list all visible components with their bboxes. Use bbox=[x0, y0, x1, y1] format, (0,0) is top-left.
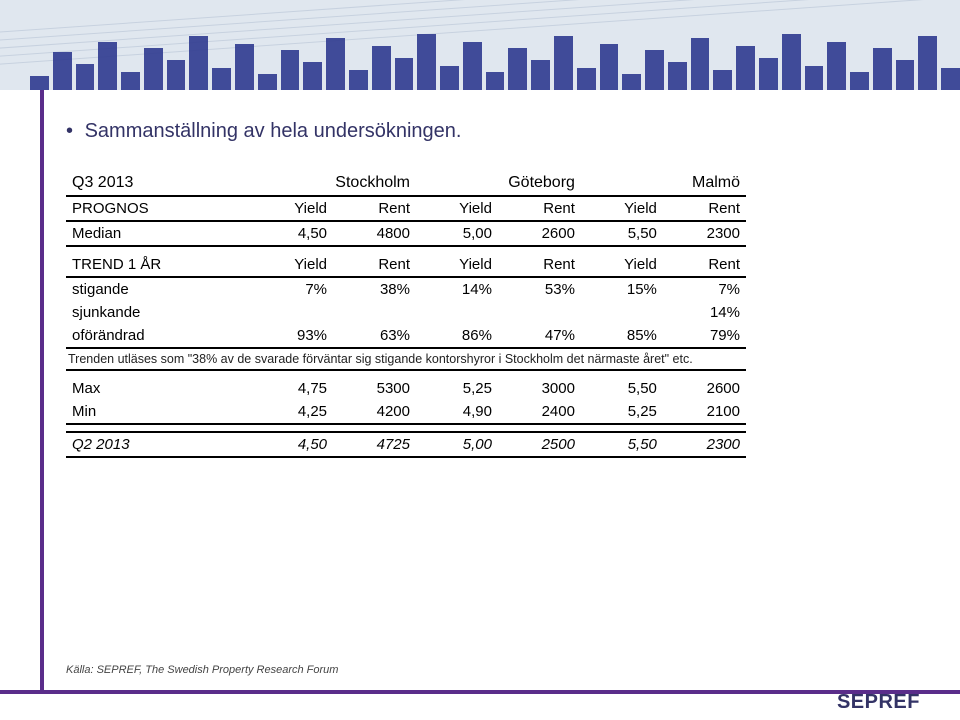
cell: 7% bbox=[251, 277, 333, 301]
yield-header: Yield bbox=[581, 196, 663, 221]
cell: 63% bbox=[333, 324, 416, 348]
brand-logo: SEPREF bbox=[837, 691, 920, 714]
city-header-1: Göteborg bbox=[416, 171, 581, 196]
row-label: sjunkande bbox=[66, 301, 251, 324]
cell: 2100 bbox=[663, 400, 746, 424]
row-label: Median bbox=[66, 221, 251, 246]
cell: 14% bbox=[663, 301, 746, 324]
page-title: • Sammanställning av hela undersökningen… bbox=[66, 120, 900, 143]
prev-period-label: Q2 2013 bbox=[66, 432, 251, 457]
cell: 2300 bbox=[663, 432, 746, 457]
row-label: oförändrad bbox=[66, 324, 251, 348]
cell: 53% bbox=[498, 277, 581, 301]
cell: 5,25 bbox=[416, 377, 498, 400]
slide-content: • Sammanställning av hela undersökningen… bbox=[66, 120, 900, 660]
cell: 2600 bbox=[663, 377, 746, 400]
cell: 3000 bbox=[498, 377, 581, 400]
left-rail bbox=[0, 90, 44, 690]
cell bbox=[416, 301, 498, 324]
cell: 86% bbox=[416, 324, 498, 348]
row-label: Min bbox=[66, 400, 251, 424]
cell: 2300 bbox=[663, 221, 746, 246]
rent-header: Rent bbox=[333, 253, 416, 277]
trend-heading: TREND 1 ÅR bbox=[66, 253, 251, 277]
yield-header: Yield bbox=[416, 196, 498, 221]
cell: 4200 bbox=[333, 400, 416, 424]
cell: 79% bbox=[663, 324, 746, 348]
yield-header: Yield bbox=[581, 253, 663, 277]
cell: 93% bbox=[251, 324, 333, 348]
cell bbox=[498, 301, 581, 324]
cell: 2500 bbox=[498, 432, 581, 457]
cell: 14% bbox=[416, 277, 498, 301]
period-header: Q3 2013 bbox=[66, 171, 251, 196]
cell: 5,50 bbox=[581, 377, 663, 400]
rent-header: Rent bbox=[333, 196, 416, 221]
cell: 4,90 bbox=[416, 400, 498, 424]
source-line: Källa: SEPREF, The Swedish Property Rese… bbox=[66, 664, 338, 676]
city-header-2: Malmö bbox=[581, 171, 746, 196]
cell: 5300 bbox=[333, 377, 416, 400]
cell bbox=[333, 301, 416, 324]
title-bullet: • bbox=[66, 120, 73, 142]
bottom-rail bbox=[0, 690, 960, 720]
yield-header: Yield bbox=[251, 196, 333, 221]
cell: 47% bbox=[498, 324, 581, 348]
cell: 4,25 bbox=[251, 400, 333, 424]
title-text: Sammanställning av hela undersökningen. bbox=[85, 120, 462, 142]
cell: 4,75 bbox=[251, 377, 333, 400]
cell: 5,00 bbox=[416, 221, 498, 246]
city-header-0: Stockholm bbox=[251, 171, 416, 196]
cell bbox=[581, 301, 663, 324]
cell: 5,50 bbox=[581, 221, 663, 246]
banner-bar-chart bbox=[0, 24, 960, 90]
cell: 85% bbox=[581, 324, 663, 348]
rent-header: Rent bbox=[663, 253, 746, 277]
cell: 2600 bbox=[498, 221, 581, 246]
cell: 5,00 bbox=[416, 432, 498, 457]
cell: 5,25 bbox=[581, 400, 663, 424]
yield-header: Yield bbox=[251, 253, 333, 277]
data-table: Q3 2013StockholmGöteborgMalmöPROGNOSYiel… bbox=[66, 171, 746, 458]
cell bbox=[251, 301, 333, 324]
rent-header: Rent bbox=[498, 196, 581, 221]
rent-header: Rent bbox=[663, 196, 746, 221]
cell: 4,50 bbox=[251, 432, 333, 457]
banner-chart-image bbox=[0, 0, 960, 90]
cell: 2400 bbox=[498, 400, 581, 424]
cell: 4,50 bbox=[251, 221, 333, 246]
cell: 5,50 bbox=[581, 432, 663, 457]
cell: 4725 bbox=[333, 432, 416, 457]
cell: 15% bbox=[581, 277, 663, 301]
yield-header: Yield bbox=[416, 253, 498, 277]
row-label: stigande bbox=[66, 277, 251, 301]
cell: 38% bbox=[333, 277, 416, 301]
cell: 7% bbox=[663, 277, 746, 301]
cell: 4800 bbox=[333, 221, 416, 246]
note-text: Trenden utläses som "38% av de svarade f… bbox=[66, 348, 746, 370]
rent-header: Rent bbox=[498, 253, 581, 277]
row-label: Max bbox=[66, 377, 251, 400]
prognos-heading: PROGNOS bbox=[66, 196, 251, 221]
